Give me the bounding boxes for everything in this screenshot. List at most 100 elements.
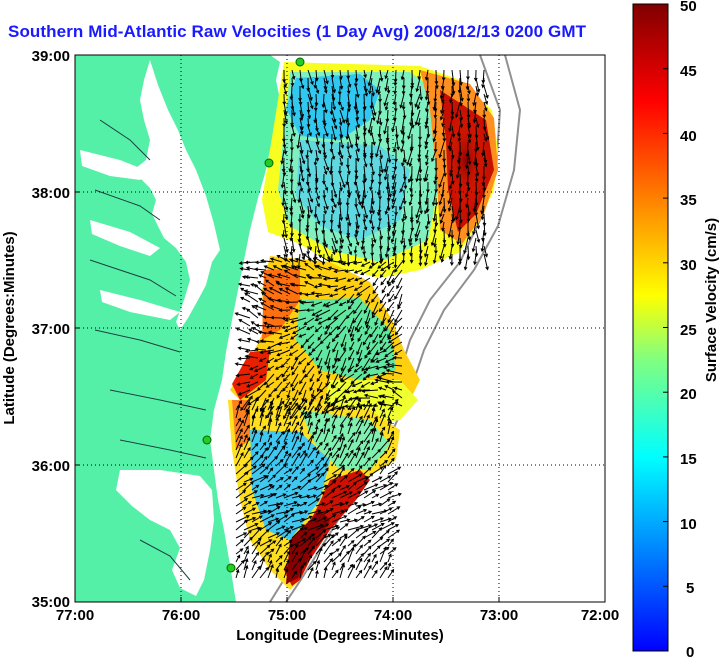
velocity-arrow — [259, 557, 265, 571]
velocity-arrow — [291, 125, 296, 137]
velocity-arrow — [386, 197, 391, 212]
velocity-arrow — [342, 285, 355, 291]
velocity-arrow — [339, 436, 346, 451]
velocity-arrow — [315, 197, 321, 208]
velocity-arrow — [467, 205, 471, 217]
velocity-arrow — [378, 133, 383, 143]
velocity-arrow — [347, 77, 352, 88]
velocity-arrow — [345, 205, 349, 222]
velocity-arrow — [332, 365, 339, 375]
river-inlet — [80, 150, 150, 180]
velocity-arrow — [379, 229, 384, 240]
velocity-arrow — [291, 429, 298, 443]
velocity-arrow — [363, 515, 375, 523]
velocity-arrow — [237, 338, 251, 343]
velocity-arrow — [347, 395, 358, 411]
velocity-arrow — [331, 229, 338, 245]
velocity-arrow — [387, 419, 393, 435]
colorbar-tick-label: 0 — [686, 644, 694, 659]
velocity-arrow — [307, 498, 320, 507]
colorbar-tick-label: 50 — [680, 0, 697, 15]
velocity-arrow — [394, 261, 403, 273]
velocity-arrow — [415, 77, 421, 93]
velocity-arrow — [284, 317, 299, 322]
velocity-arrow — [401, 213, 406, 223]
velocity-arrow — [350, 333, 355, 342]
velocity-arrow — [377, 85, 381, 96]
velocity-arrow — [259, 544, 271, 555]
velocity-arrow — [369, 181, 373, 191]
velocity-arrow — [291, 365, 299, 376]
velocity-arrow — [431, 149, 437, 163]
velocity-arrow — [371, 109, 376, 122]
velocity-arrow — [275, 484, 283, 491]
velocity-arrow — [236, 381, 251, 386]
velocity-arrow — [267, 417, 273, 435]
velocity-arrow — [278, 333, 291, 340]
velocity-arrow — [243, 536, 253, 547]
velocity-arrow — [379, 482, 394, 491]
velocity-arrow — [267, 410, 274, 427]
velocity-arrow — [354, 317, 363, 332]
velocity-arrow — [299, 564, 304, 579]
velocity-arrow — [372, 285, 379, 295]
velocity-arrow — [339, 432, 344, 443]
velocity-arrow — [299, 442, 305, 451]
velocity-arrow — [239, 266, 251, 271]
velocity-arrow — [235, 554, 241, 563]
velocity-arrow — [315, 456, 325, 467]
velocity-arrow — [314, 181, 319, 192]
velocity-arrow — [274, 365, 283, 370]
velocity-arrow — [304, 262, 315, 271]
velocity-arrow — [331, 464, 346, 475]
velocity-arrow — [385, 173, 390, 191]
velocity-arrow — [299, 467, 305, 475]
velocity-arrow — [307, 459, 314, 467]
velocity-arrow — [419, 85, 423, 101]
velocity-arrow — [291, 551, 298, 563]
velocity-arrow — [283, 181, 288, 195]
velocity-arrow — [259, 566, 269, 579]
velocity-arrow — [291, 446, 302, 459]
velocity-arrow — [380, 317, 387, 327]
velocity-arrow — [347, 213, 352, 227]
velocity-arrow — [402, 109, 407, 120]
velocity-arrow — [339, 181, 343, 192]
velocity-arrow — [393, 317, 403, 327]
velocity-arrow — [298, 333, 307, 338]
velocity-arrow — [283, 109, 288, 125]
velocity-arrow — [323, 197, 329, 210]
velocity-arrow — [291, 476, 298, 483]
velocity-arrow — [347, 149, 352, 160]
velocity-arrow — [243, 446, 251, 459]
velocity-arrow — [447, 133, 453, 150]
velocity-arrow — [424, 85, 429, 101]
velocity-arrow — [331, 552, 342, 563]
velocity-arrow — [387, 457, 395, 467]
velocity-arrow — [283, 205, 289, 221]
velocity-arrow — [353, 301, 363, 315]
velocity-arrow — [379, 437, 391, 451]
velocity-arrow — [339, 544, 346, 555]
velocity-arrow — [363, 523, 379, 531]
velocity-arrow — [387, 229, 391, 241]
velocity-arrow — [371, 293, 379, 303]
tick-marks — [75, 191, 500, 602]
velocity-arrow — [381, 285, 387, 294]
velocity-arrow — [259, 425, 267, 435]
velocity-arrow — [290, 333, 299, 340]
velocity-arrow — [378, 213, 382, 223]
velocity-arrow — [387, 221, 391, 232]
velocity-arrow — [307, 494, 317, 499]
velocity-arrow — [441, 117, 445, 128]
velocity-arrow — [291, 526, 304, 539]
velocity-arrow — [349, 341, 355, 351]
velocity-arrow — [458, 213, 463, 224]
velocity-arrow — [339, 237, 344, 250]
velocity-arrow — [457, 133, 462, 143]
velocity-arrow — [339, 523, 349, 531]
velocity-arrow — [424, 173, 429, 182]
velocity-arrow — [305, 133, 310, 145]
velocity-arrow — [290, 166, 294, 175]
colorbar — [632, 3, 669, 652]
